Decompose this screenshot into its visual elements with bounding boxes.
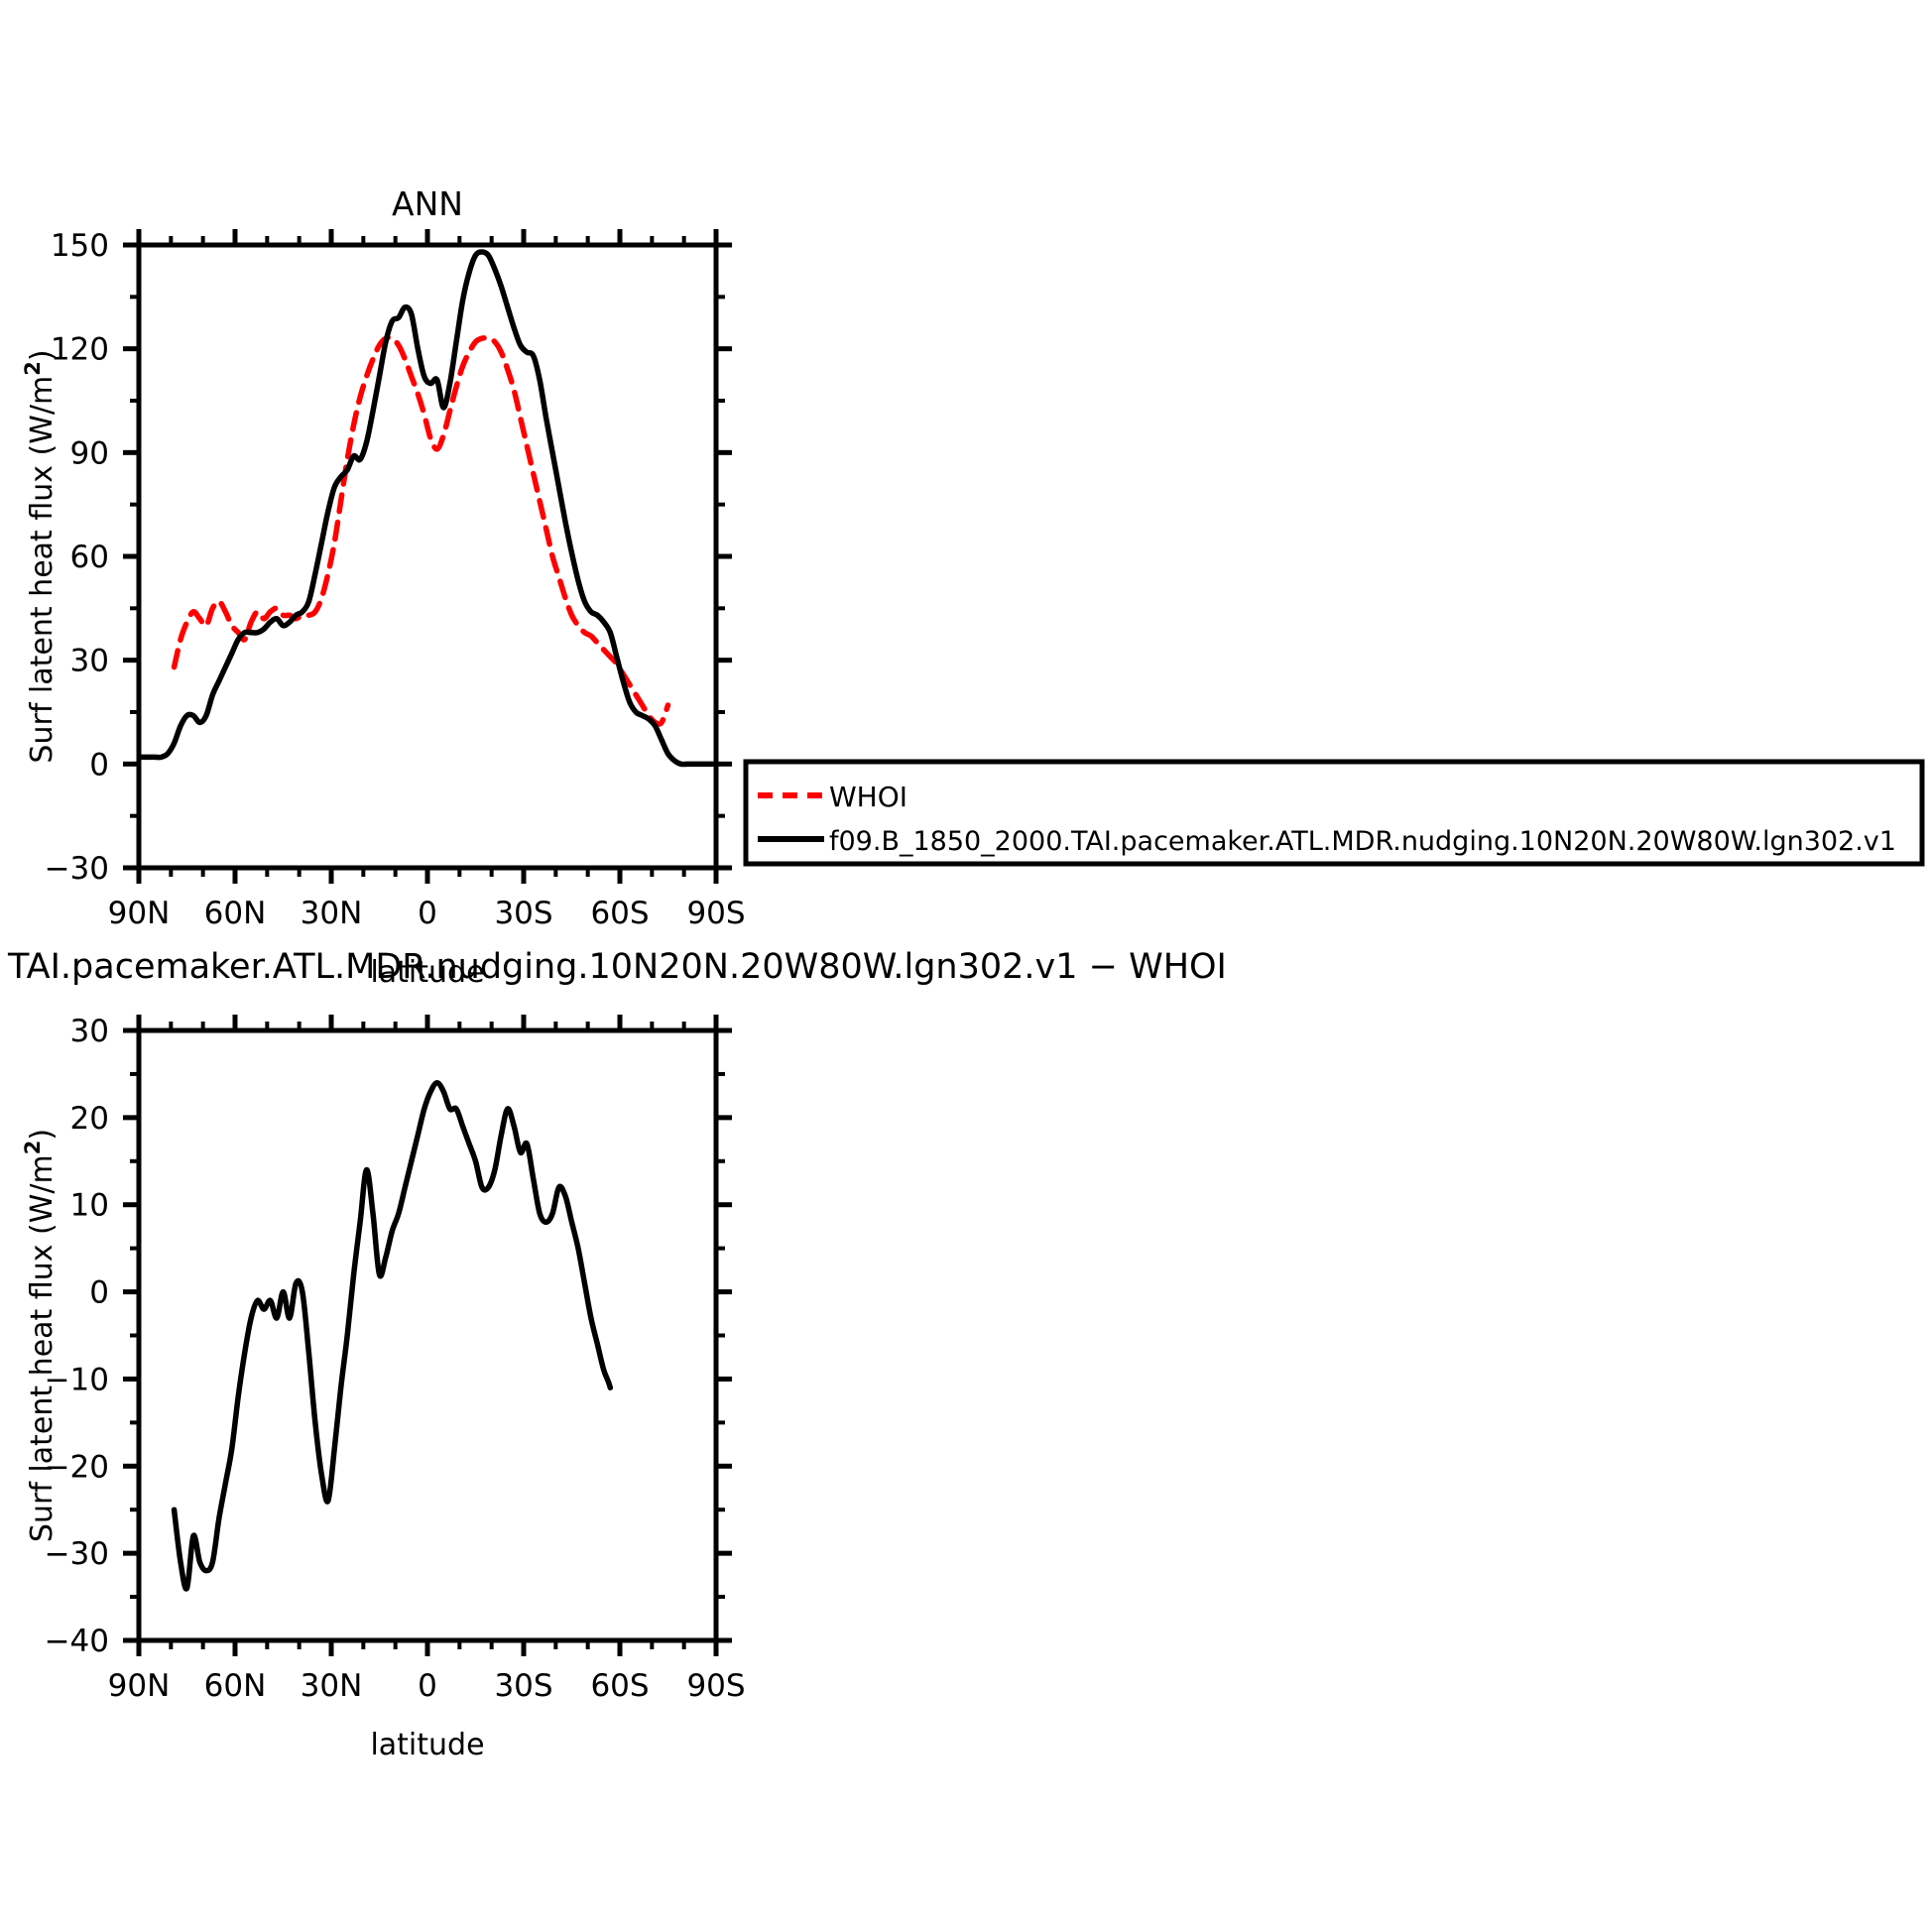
top-panel-ytick-label: −30 [45,851,109,887]
legend-label-model: f09.B_1850_2000.TAI.pacemaker.ATL.MDR.nu… [829,826,1896,857]
bottom-panel-xtick-label: 90N [108,1668,171,1704]
series-difference-line [171,1079,614,1592]
bottom-panel: 90N 60N 30N 0 30S 60S 90S 30 20 10 0 −10 −20 −30 −40 la… [21,1014,746,1762]
series-whoi-line [171,334,671,727]
bottom-panel-xtick-label: 0 [418,1668,437,1704]
bottom-panel-ylabel: Surf latent heat flux (W/m2) [21,1129,60,1542]
bottom-panel-xtick-label: 90S [686,1668,745,1704]
bottom-panel-ytick-label: −40 [45,1624,109,1659]
top-panel-xtick-label: 30S [494,896,552,931]
top-panel-frame [136,242,719,871]
bottom-panel-ytick-label: −10 [45,1362,109,1397]
legend-box [743,759,1925,867]
series-model-line [139,249,716,768]
bottom-panel-ytick-label: 10 [70,1188,109,1224]
top-panel-ytick-label: 0 [89,747,109,783]
top-panel-ytick-label: 30 [70,644,109,679]
top-panel-ytick-label: 120 [51,332,109,368]
bottom-panel-xtick-label: 30N [301,1668,363,1704]
bottom-panel-xlabel: latitude [370,1728,484,1762]
bottom-panel-ytick-label: 20 [70,1101,109,1137]
top-panel-ytick-label: 150 [51,228,109,264]
top-panel-ylabel: Surf latent heat flux (W/m2) [21,349,60,763]
top-panel-xtick-label: 60S [590,896,649,931]
top-panel-xtick-label: 90S [686,896,745,931]
bottom-panel-xtick-label: 60N [204,1668,267,1704]
legend-label-whoi: WHOI [829,781,907,813]
bottom-panel-xtick-label: 30S [494,1668,552,1704]
bottom-panel-ytick-label: −30 [45,1536,109,1572]
bottom-panel-frame [136,1027,719,1643]
top-panel-xtick-label: 60N [204,896,267,931]
bottom-panel-ytick-label: 0 [89,1275,109,1311]
legend: WHOI f09.B_1850_2000.TAI.pacemaker.ATL.MD… [743,759,1925,867]
top-panel-ytick-label: 90 [70,435,109,471]
top-panel-xtick-label: 30N [301,896,363,931]
bottom-panel-xtick-label: 60S [590,1668,649,1704]
top-panel-xtick-label: 90N [108,896,171,931]
top-panel-title: ANN [392,184,463,223]
top-panel: 90N 60N 30N 0 30S 60S 90S 150 120 90 60 30 0 −30 ANN la… [21,184,746,990]
bottom-panel-lines [171,1079,614,1592]
top-panel-ytick-label: 60 [70,540,109,575]
top-panel-lines [139,249,716,768]
bottom-panel-ytick-label: −20 [45,1449,109,1485]
top-panel-xtick-label: 0 [418,896,437,931]
top-panel-xlabel: latitude [370,955,484,990]
difference-title: TAI.pacemaker.ATL.MDR.nudging.10N20N.20W… [7,947,1227,987]
bottom-panel-ytick-label: 30 [70,1014,109,1049]
